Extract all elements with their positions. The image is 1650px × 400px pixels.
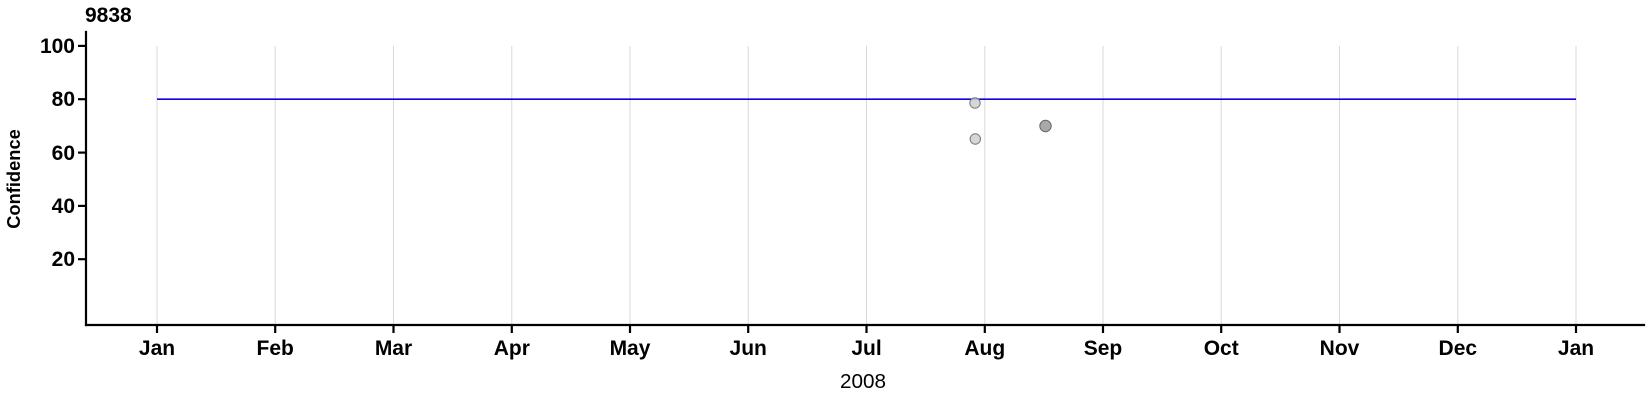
svg-text:Jul: Jul — [851, 337, 881, 360]
svg-text:Aug: Aug — [964, 337, 1005, 360]
svg-text:Mar: Mar — [375, 337, 412, 360]
svg-text:Dec: Dec — [1439, 337, 1478, 360]
svg-text:Jan: Jan — [1558, 337, 1594, 360]
svg-text:Sep: Sep — [1084, 337, 1123, 360]
svg-text:Oct: Oct — [1204, 337, 1239, 360]
svg-text:Feb: Feb — [257, 337, 294, 360]
svg-text:Confidence: Confidence — [3, 129, 24, 229]
svg-text:Jan: Jan — [139, 337, 175, 360]
svg-text:9838: 9838 — [85, 4, 132, 27]
svg-text:Apr: Apr — [494, 337, 530, 360]
svg-text:Jun: Jun — [730, 337, 767, 360]
svg-text:20: 20 — [52, 248, 75, 271]
svg-text:Nov: Nov — [1320, 337, 1360, 360]
svg-text:40: 40 — [52, 195, 75, 218]
svg-text:May: May — [610, 337, 651, 360]
svg-text:100: 100 — [40, 35, 75, 58]
svg-text:2008: 2008 — [840, 370, 886, 393]
svg-text:80: 80 — [52, 88, 75, 111]
svg-text:60: 60 — [52, 142, 75, 165]
